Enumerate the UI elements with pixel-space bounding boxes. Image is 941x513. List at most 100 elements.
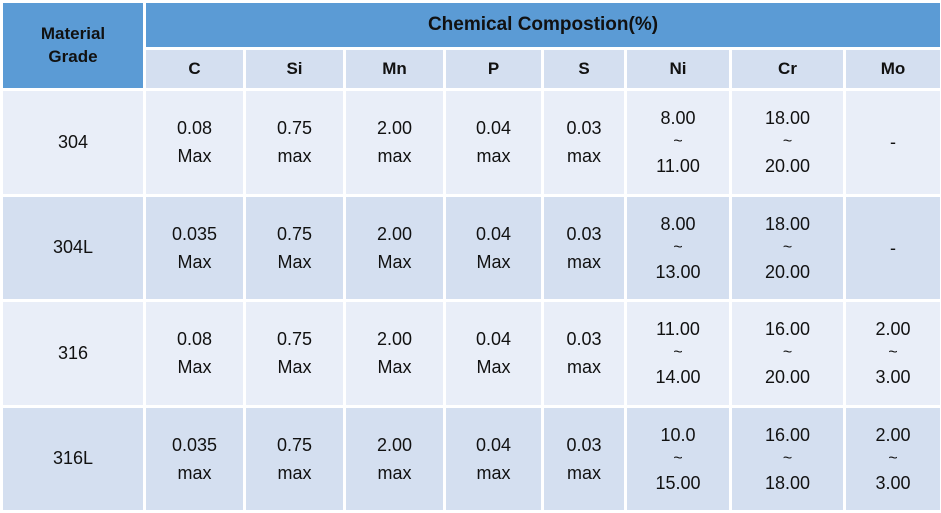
value-line: ~ <box>673 449 683 467</box>
value-cell-c: 0.035 max <box>146 407 243 510</box>
value-line: Max <box>277 251 312 272</box>
grade-cell: 316 <box>3 302 143 405</box>
value-cell-mn: 2.00 Max <box>346 302 443 405</box>
value-cell-mo: - <box>846 196 940 299</box>
value-line: - <box>890 237 896 258</box>
value-line: 0.03 <box>566 329 602 350</box>
column-header-c: C <box>146 50 243 88</box>
value-cell-cr: 16.00 ~18.00 <box>732 407 843 510</box>
value-cell-ni: 8.00 ~11.00 <box>627 91 729 194</box>
value-line: 18.00 <box>764 213 811 234</box>
value-line: 10.0 <box>660 424 696 445</box>
value-cell-s: 0.03 max <box>544 302 624 405</box>
value-line: 3.00 <box>875 472 911 493</box>
column-header-si: Si <box>246 50 343 88</box>
value-line: 18.00 <box>764 472 811 493</box>
value-line: 0.75 <box>276 223 313 244</box>
column-header-cr: Cr <box>732 50 843 88</box>
value-line: 0.04 <box>475 223 512 244</box>
value-cell-c: 0.08 Max <box>146 91 243 194</box>
grade-cell: 316L <box>3 407 143 510</box>
value-line: max <box>566 251 601 272</box>
value-cell-s: 0.03 max <box>544 407 624 510</box>
value-line: 11.00 <box>656 319 700 340</box>
value-cell-cr: 18.00 ~20.00 <box>732 196 843 299</box>
value-cell-cr: 16.00 ~20.00 <box>732 302 843 405</box>
table-row: 316 0.08 Max 0.75 Max 2.00 Max 0.04 Max 0.03 max 11… <box>3 302 940 405</box>
value-line: 20.00 <box>764 261 811 282</box>
value-cell-s: 0.03 max <box>544 91 624 194</box>
value-cell-si: 0.75 Max <box>246 302 343 405</box>
value-line: ~ <box>888 344 898 362</box>
value-line: 8.00 <box>660 213 696 234</box>
value-line: - <box>890 132 896 153</box>
value-line: 20.00 <box>764 367 811 388</box>
value-cell-p: 0.04 Max <box>446 196 541 299</box>
value-line: 2.00 <box>376 118 413 139</box>
value-line: max <box>566 146 601 167</box>
value-cell-c: 0.08 Max <box>146 302 243 405</box>
value-line: 16.00 <box>764 424 811 445</box>
grade-header-line1: Material <box>40 23 106 43</box>
value-line: 18.00 <box>764 108 811 129</box>
value-line: ~ <box>782 449 793 467</box>
value-cell-p: 0.04 max <box>446 407 541 510</box>
value-line: max <box>476 146 511 167</box>
value-line: ~ <box>782 133 793 151</box>
value-cell-p: 0.04 max <box>446 91 541 194</box>
value-line: ~ <box>673 133 683 151</box>
table-row: 316L 0.035 max 0.75 max 2.00 max 0.04 max 0.03 max… <box>3 407 940 510</box>
value-line: 0.035 <box>171 223 218 244</box>
value-line: max <box>566 357 601 378</box>
value-line: 16.00 <box>764 319 811 340</box>
value-line: 2.00 <box>376 434 413 455</box>
value-line: Max <box>277 357 312 378</box>
value-line: 2.00 <box>376 329 413 350</box>
value-line: 15.00 <box>655 472 701 493</box>
value-line: 13.00 <box>655 261 701 282</box>
value-line: Max <box>377 251 412 272</box>
value-cell-mn: 2.00 max <box>346 407 443 510</box>
value-cell-si: 0.75 max <box>246 91 343 194</box>
column-header-ni: Ni <box>627 50 729 88</box>
value-line: 0.75 <box>276 434 313 455</box>
value-line: Max <box>476 251 511 272</box>
element-header-row: C Si Mn P S Ni Cr Mo <box>3 50 940 88</box>
value-line: max <box>277 462 312 483</box>
value-cell-c: 0.035 Max <box>146 196 243 299</box>
value-line: max <box>566 462 601 483</box>
value-line: Max <box>177 146 212 167</box>
chemical-composition-header: Chemical Compostion(%) <box>146 3 940 47</box>
value-line: 20.00 <box>764 156 811 177</box>
value-line: 0.03 <box>566 223 602 244</box>
value-line: ~ <box>673 238 683 256</box>
value-line: 0.04 <box>475 329 512 350</box>
value-line: max <box>377 146 412 167</box>
value-line: 0.08 <box>176 118 213 139</box>
value-cell-cr: 18.00 ~20.00 <box>732 91 843 194</box>
value-cell-mo: 2.00 ~3.00 <box>846 302 940 405</box>
value-cell-mo: 2.00 ~3.00 <box>846 407 940 510</box>
value-line: 0.04 <box>475 434 512 455</box>
value-line: 14.00 <box>655 367 701 388</box>
grade-header-line2: Grade <box>48 46 98 66</box>
value-line: 0.75 <box>276 118 313 139</box>
value-line: 2.00 <box>376 223 413 244</box>
value-cell-si: 0.75 max <box>246 407 343 510</box>
value-cell-ni: 10.0 ~15.00 <box>627 407 729 510</box>
value-line: 0.08 <box>176 329 213 350</box>
value-cell-ni: 8.00 ~13.00 <box>627 196 729 299</box>
value-line: ~ <box>673 344 683 362</box>
value-cell-ni: 11.00 ~14.00 <box>627 302 729 405</box>
column-header-mo: Mo <box>846 50 940 88</box>
value-line: 2.00 <box>875 424 911 445</box>
value-cell-mn: 2.00 Max <box>346 196 443 299</box>
value-cell-p: 0.04 Max <box>446 302 541 405</box>
value-line: 8.00 <box>660 108 696 129</box>
column-header-mn: Mn <box>346 50 443 88</box>
value-line: 0.75 <box>276 329 313 350</box>
value-line: max <box>476 462 511 483</box>
value-line: 11.00 <box>656 156 700 177</box>
column-header-s: S <box>544 50 624 88</box>
